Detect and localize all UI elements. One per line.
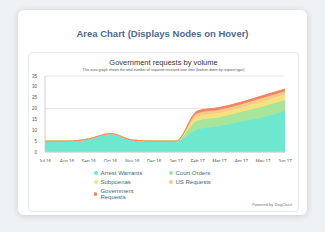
html-text:Powered by ZingChart: Powered by ZingChart [252, 202, 292, 207]
svg-text:Jul 16: Jul 16 [39, 159, 52, 162]
svg-text:15: 15 [32, 117, 38, 122]
svg-text:5: 5 [34, 139, 37, 144]
svg-text:May 17: May 17 [256, 159, 271, 162]
svg-text:25: 25 [32, 95, 38, 100]
html-text:Government Requests: Government Requests [100, 188, 134, 200]
html-text:This area graph shows the tota: This area graph shows the total number o… [82, 68, 245, 72]
html-text:Government requests by volume: Government requests by volume [109, 58, 218, 67]
svg-text:10: 10 [32, 128, 38, 133]
svg-text:Aug 16: Aug 16 [60, 159, 75, 162]
html-text:Court Orders: Court Orders [175, 170, 211, 176]
svg-text:Nov 16: Nov 16 [125, 159, 140, 162]
svg-text:20: 20 [32, 106, 38, 111]
html-text:Subpoenas: Subpoenas [100, 179, 131, 185]
svg-text:Mar 17: Mar 17 [213, 159, 228, 162]
svg-text:Feb 17: Feb 17 [191, 159, 206, 162]
html-text:Area Chart (Displays Nodes on: Area Chart (Displays Nodes on Hover) [76, 28, 249, 39]
svg-text:Oct 16: Oct 16 [104, 159, 118, 162]
svg-text:Jun 17: Jun 17 [278, 159, 292, 162]
svg-text:Dec 16: Dec 16 [147, 159, 162, 162]
html-text:Arrest Warrants: Arrest Warrants [100, 170, 143, 176]
svg-text:Sep 16: Sep 16 [82, 159, 97, 162]
svg-text:Apr 17: Apr 17 [235, 159, 249, 162]
svg-text:30: 30 [32, 84, 38, 89]
svg-text:35: 35 [32, 74, 38, 79]
html-text:US Requests: US Requests [175, 179, 211, 185]
svg-text:Jan 17: Jan 17 [169, 159, 183, 162]
svg-text:0: 0 [34, 150, 37, 155]
